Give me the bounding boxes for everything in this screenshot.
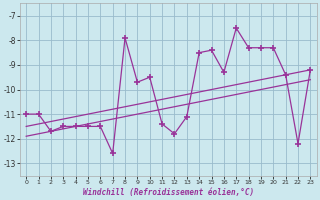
X-axis label: Windchill (Refroidissement éolien,°C): Windchill (Refroidissement éolien,°C) bbox=[83, 188, 254, 197]
